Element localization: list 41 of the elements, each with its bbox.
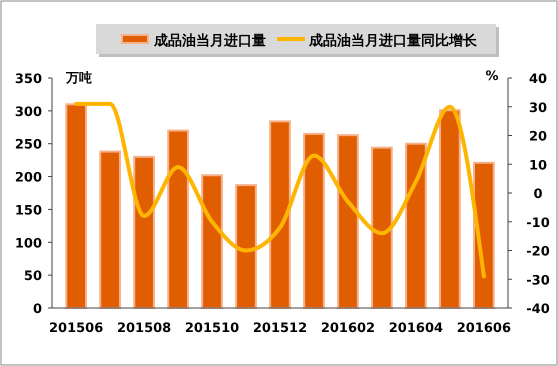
bar xyxy=(167,130,189,309)
y2-tick-label: 0 xyxy=(533,187,543,202)
y2-tick-label: -30 xyxy=(526,273,550,288)
bar xyxy=(439,109,461,309)
bar xyxy=(133,156,155,309)
y2-tick-label: 20 xyxy=(528,130,548,144)
y-axis-title: 万吨 xyxy=(65,71,92,86)
bar xyxy=(303,132,325,309)
y-tick-label: 100 xyxy=(14,236,42,252)
x-tick-label: 201506 xyxy=(48,321,104,336)
x-tick-label: 201508 xyxy=(116,321,172,336)
x-tick-label: 201602 xyxy=(320,321,376,336)
bar xyxy=(405,142,427,309)
y-tick-label: 150 xyxy=(14,203,42,218)
x-tick-label: 201510 xyxy=(184,321,240,336)
y2-tick-label: 40 xyxy=(528,72,548,87)
y2-axis-title: % xyxy=(485,69,499,84)
x-tick-label: 201604 xyxy=(388,321,444,336)
y-tick-label: 50 xyxy=(24,269,42,284)
x-tick-label: 201512 xyxy=(252,321,308,336)
bar xyxy=(371,146,393,309)
line-series xyxy=(74,102,486,278)
y2-tick-label: -10 xyxy=(526,216,550,231)
y2-tick-label: 30 xyxy=(528,100,548,116)
y2-tick-label: -20 xyxy=(526,244,550,260)
bar xyxy=(235,184,257,309)
legend-label: 成品油当月进口量同比增长 xyxy=(308,33,478,49)
bar xyxy=(337,134,359,309)
bar xyxy=(269,120,291,309)
y2-tick-label: 10 xyxy=(528,158,548,174)
y-tick-label: 200 xyxy=(14,170,42,186)
bar xyxy=(65,103,87,309)
legend-label: 成品油当月进口量 xyxy=(153,33,266,49)
y-tick-label: 250 xyxy=(14,138,42,153)
y2-tick-label: -40 xyxy=(526,302,550,317)
bar xyxy=(99,150,121,309)
bar xyxy=(201,174,223,309)
x-tick-label: 201606 xyxy=(456,321,512,336)
y-tick-label: 300 xyxy=(14,104,42,120)
y-tick-label: 350 xyxy=(14,72,42,87)
y-tick-label: 0 xyxy=(32,302,42,317)
